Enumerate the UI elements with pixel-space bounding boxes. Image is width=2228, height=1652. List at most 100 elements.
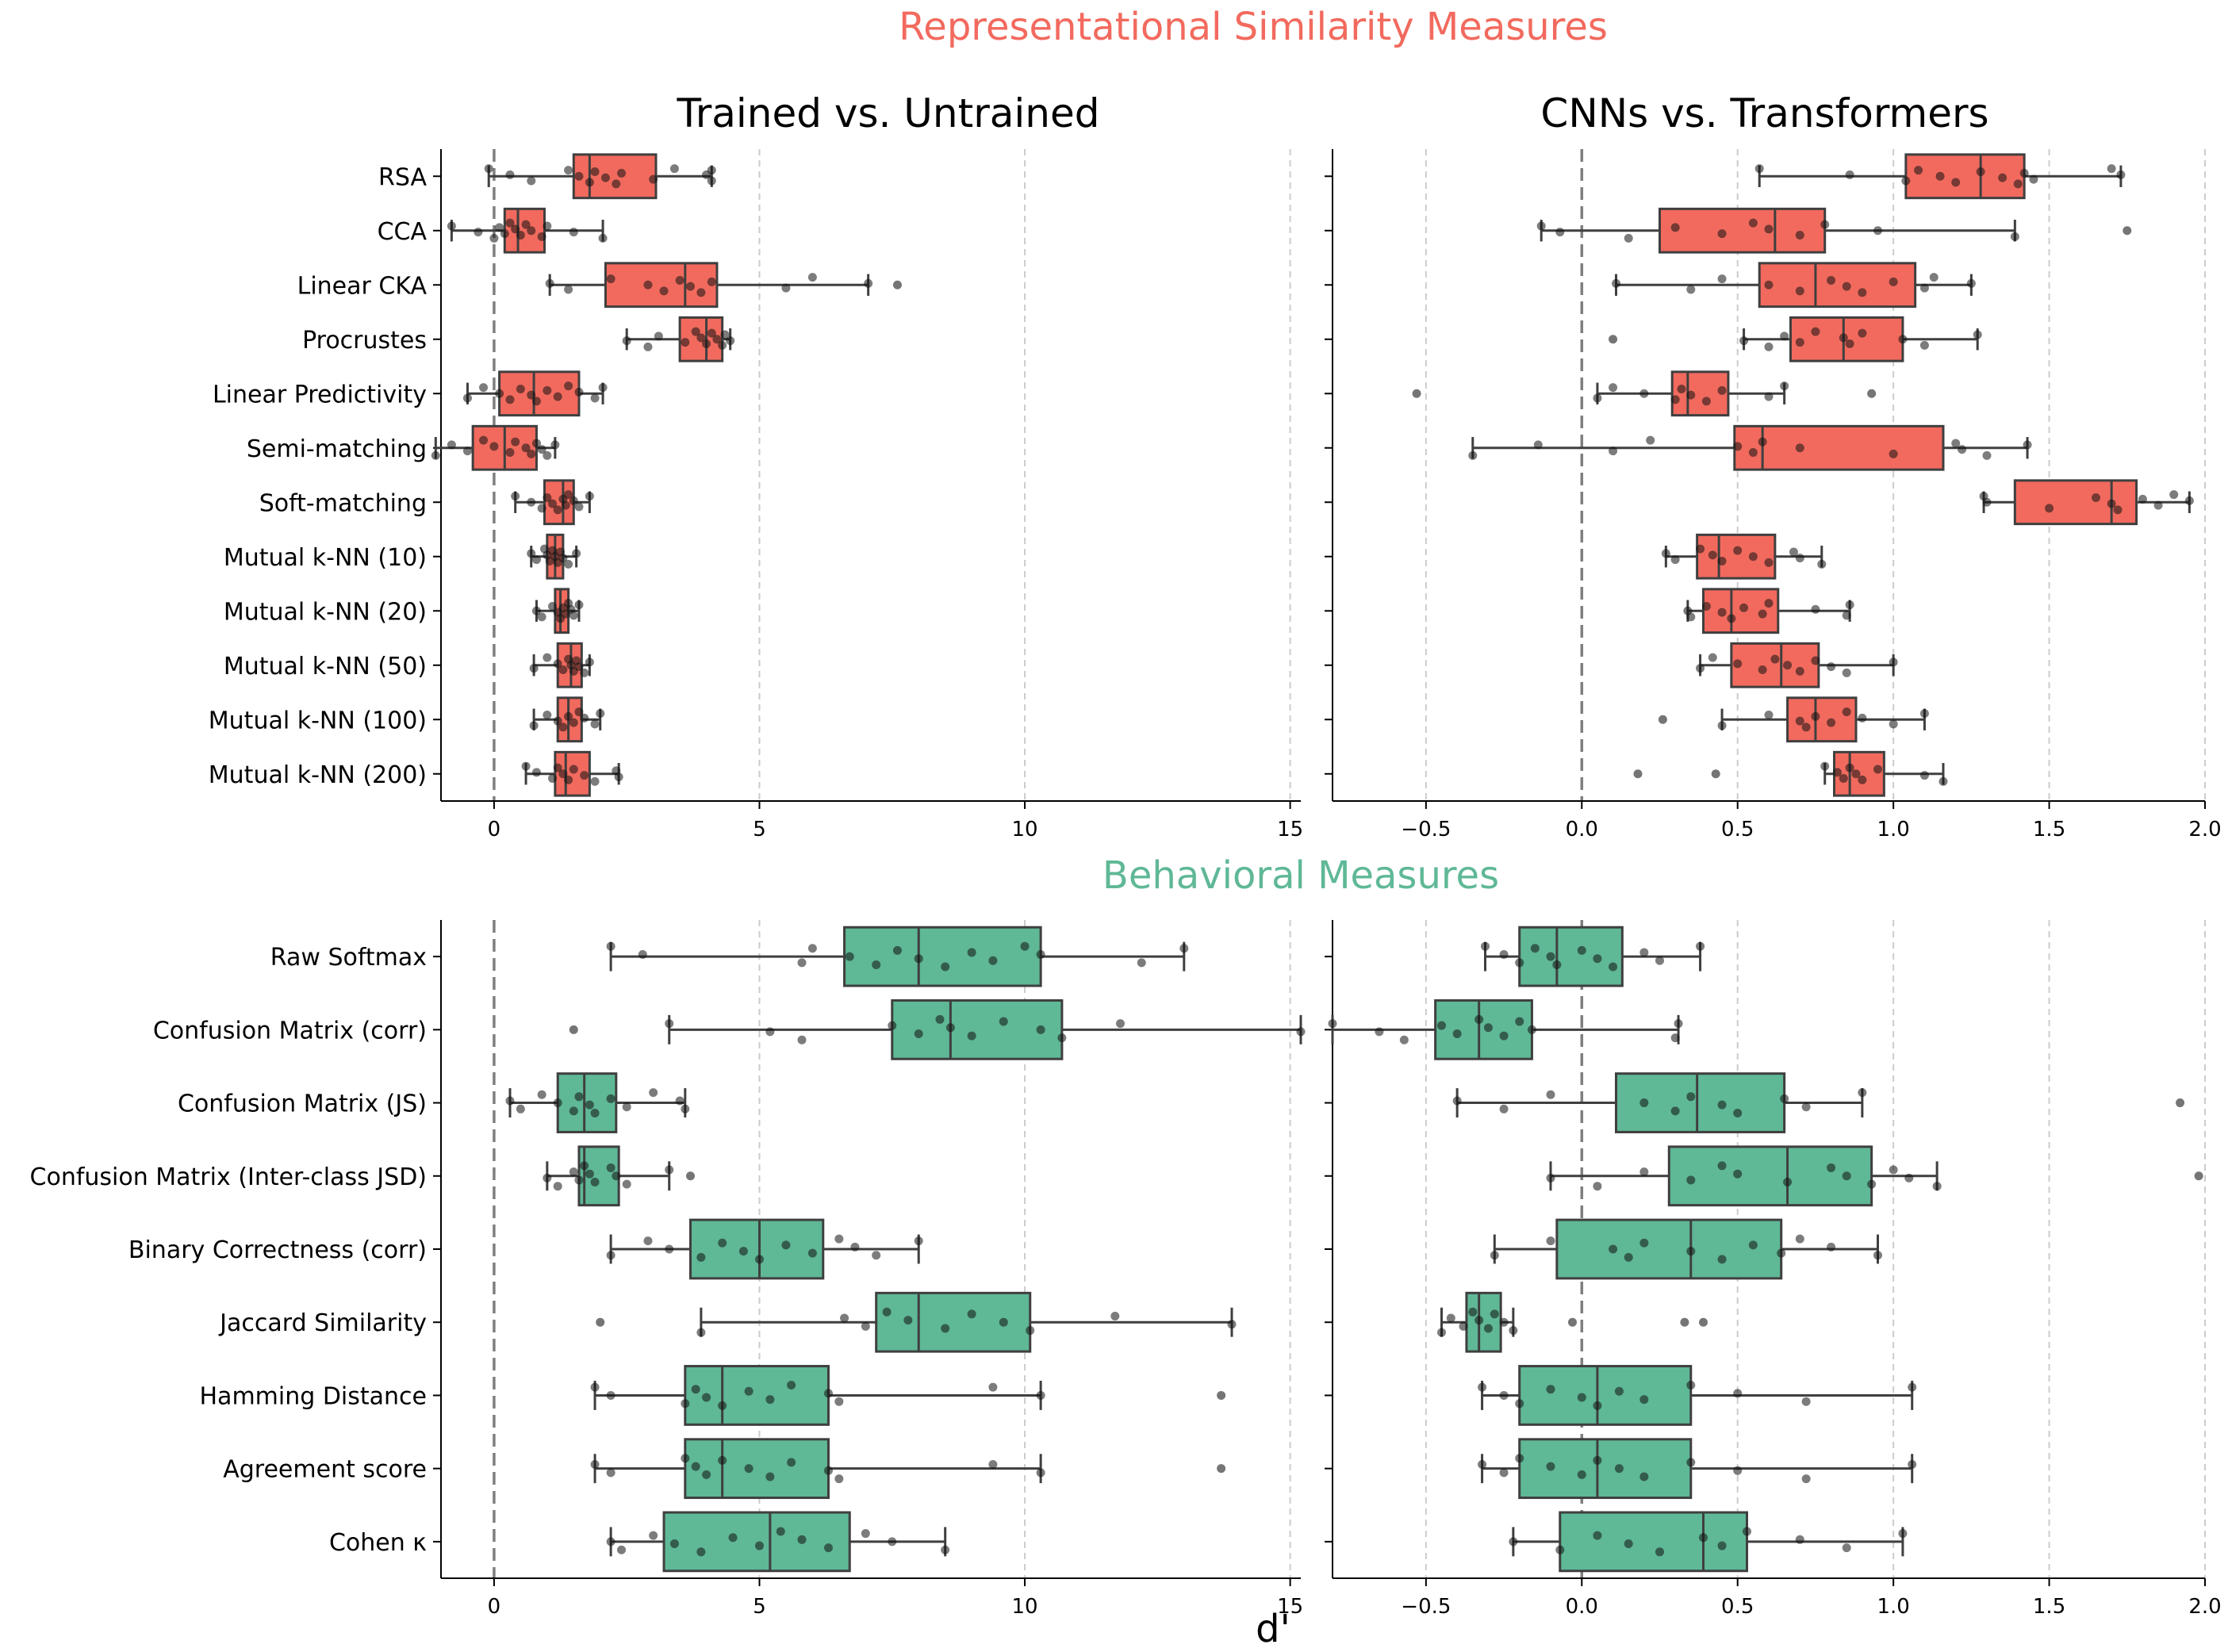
data-point (1624, 1252, 1633, 1262)
data-point (1490, 1251, 1499, 1260)
iqr-box (1434, 998, 1533, 1060)
data-point (569, 228, 578, 237)
data-point (726, 336, 735, 346)
data-point (548, 499, 558, 508)
data-point (720, 330, 730, 339)
data-point (505, 218, 515, 228)
data-point (1867, 1179, 1877, 1189)
data-point (1468, 1307, 1478, 1317)
data-point (574, 1175, 584, 1185)
data-point (1452, 1096, 1462, 1106)
panel-title-left: Trained vs. Untrained (677, 90, 1100, 136)
data-point (527, 497, 536, 507)
data-point (1795, 666, 1804, 676)
data-point (2045, 504, 2054, 513)
data-point (1817, 559, 1827, 569)
data-point (2023, 440, 2032, 450)
iqr-box (891, 998, 1064, 1060)
data-point (864, 278, 873, 288)
box-confusion-matrix-corr- (1328, 998, 1683, 1060)
data-point (545, 278, 554, 288)
box-semi-matching (1468, 424, 2032, 471)
data-point (1179, 944, 1189, 953)
iqr-box (2013, 479, 2138, 526)
panel-title-right: CNNs vs. Transformers (1540, 90, 1988, 136)
data-point (1780, 381, 1789, 391)
box-cca (447, 207, 608, 254)
data-point (543, 1173, 552, 1182)
data-point (1646, 435, 1655, 445)
data-point (1696, 664, 1705, 673)
data-point (1938, 776, 1948, 786)
data-point (665, 1019, 674, 1029)
data-point (1929, 273, 1938, 282)
data-point (1717, 229, 1727, 239)
data-point (1795, 286, 1804, 296)
data-point (834, 1397, 844, 1406)
data-point (527, 176, 536, 186)
data-point (1478, 1460, 1487, 1470)
x-tick-label: 1.5 (2033, 1595, 2065, 1619)
data-point (511, 492, 520, 501)
data-point (574, 502, 584, 512)
data-point (529, 664, 539, 673)
data-point (1509, 1537, 1518, 1547)
data-point (1555, 1545, 1565, 1554)
data-point (1499, 1317, 1509, 1327)
y-tick-label: Hamming Distance (200, 1382, 428, 1410)
outlier-point (1867, 389, 1877, 398)
data-point (872, 1251, 881, 1260)
outlier-point (1568, 1317, 1577, 1327)
data-point (1908, 1382, 1917, 1392)
y-tick-label: Confusion Matrix (JS) (178, 1090, 427, 1118)
data-point (527, 390, 536, 400)
data-point (580, 1161, 589, 1171)
data-point (1733, 1108, 1743, 1117)
data-point (1036, 1025, 1045, 1034)
box-mutual-k-nn-20- (531, 588, 584, 634)
data-point (2169, 490, 2179, 500)
box-mutual-k-nn-50- (1696, 642, 1898, 688)
iqr-box (1518, 1365, 1693, 1426)
data-point (505, 448, 515, 458)
data-point (681, 338, 690, 347)
data-point (797, 958, 807, 968)
data-point (1758, 665, 1767, 675)
data-point (1748, 448, 1758, 458)
data-point (1137, 958, 1146, 968)
outlier-point (1711, 769, 1720, 779)
data-point (1795, 443, 1804, 453)
y-tick-label: Mutual k-NN (100) (209, 707, 427, 734)
data-point (1801, 1397, 1811, 1406)
data-point (823, 1543, 833, 1553)
data-point (1795, 231, 1804, 240)
data-point (543, 710, 552, 719)
data-point (495, 389, 504, 398)
x-tick-label: 0.0 (1566, 818, 1598, 841)
box-confusion-matrix-corr- (569, 998, 1306, 1060)
data-point (1708, 550, 1717, 560)
data-point (1609, 1244, 1618, 1254)
data-point (1483, 1324, 1493, 1333)
data-point (598, 383, 608, 393)
outlier-point (1699, 1317, 1708, 1327)
data-point (681, 1104, 690, 1113)
data-point (1827, 275, 1836, 285)
data-point (988, 1460, 998, 1470)
data-point (2138, 494, 2147, 504)
data-point (1982, 450, 1992, 460)
data-point (521, 220, 531, 229)
box-agreement-score (1478, 1438, 1917, 1500)
iqr-box (684, 1438, 830, 1500)
data-point (781, 283, 791, 293)
data-point (1801, 1102, 1811, 1112)
data-point (585, 1169, 594, 1179)
data-point (1801, 1474, 1811, 1484)
data-point (1661, 549, 1670, 558)
data-point (537, 445, 546, 454)
data-point (1036, 1468, 1045, 1478)
data-point (1770, 654, 1780, 664)
data-point (564, 381, 573, 391)
data-point (797, 1035, 807, 1044)
data-point (765, 1027, 775, 1037)
